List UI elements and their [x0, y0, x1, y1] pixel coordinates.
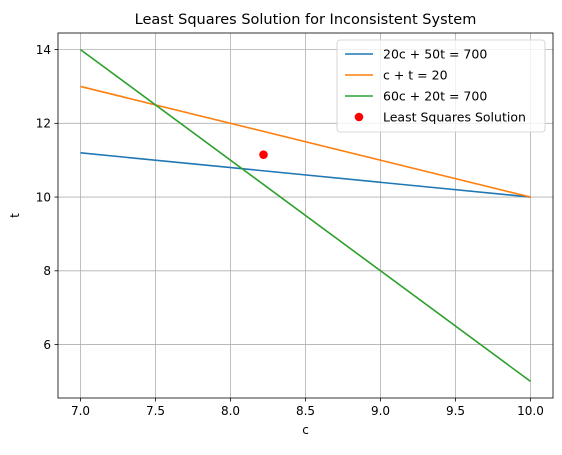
y-ticks: 6 8 10 12 14	[36, 43, 58, 352]
x-tick-label: 10.0	[517, 404, 544, 418]
points-group	[259, 150, 268, 159]
series-group	[80, 48, 531, 383]
legend-label: Least Squares Solution	[383, 110, 526, 125]
x-axis-label: c	[302, 423, 309, 437]
series-line-3	[80, 48, 531, 383]
legend-label: 20c + 50t = 700	[383, 47, 487, 62]
chart-title: Least Squares Solution for Inconsistent …	[135, 12, 477, 28]
y-tick-label: 14	[36, 43, 51, 57]
y-axis-label: t	[8, 213, 22, 218]
legend: 20c + 50t = 700 c + t = 20 60c + 20t = 700…	[336, 39, 546, 133]
legend-label: c + t = 20	[383, 68, 448, 83]
x-tick-label: 7.5	[146, 404, 165, 418]
series-line-1	[80, 152, 531, 198]
x-ticks: 7.0 7.5 8.0 8.5 9.0 9.5 10.0	[71, 398, 544, 418]
x-tick-label: 9.5	[446, 404, 465, 418]
legend-swatch-point	[354, 112, 364, 122]
y-tick-label: 6	[43, 338, 51, 352]
y-tick-label: 8	[43, 264, 51, 278]
y-tick-label: 12	[36, 117, 51, 131]
x-tick-label: 7.0	[71, 404, 90, 418]
x-tick-label: 8.0	[221, 404, 240, 418]
least-squares-point	[259, 150, 268, 159]
legend-box	[336, 39, 546, 133]
x-tick-label: 9.0	[371, 404, 390, 418]
y-tick-label: 10	[36, 190, 51, 204]
x-tick-label: 8.5	[296, 404, 315, 418]
legend-label: 60c + 20t = 700	[383, 89, 487, 104]
